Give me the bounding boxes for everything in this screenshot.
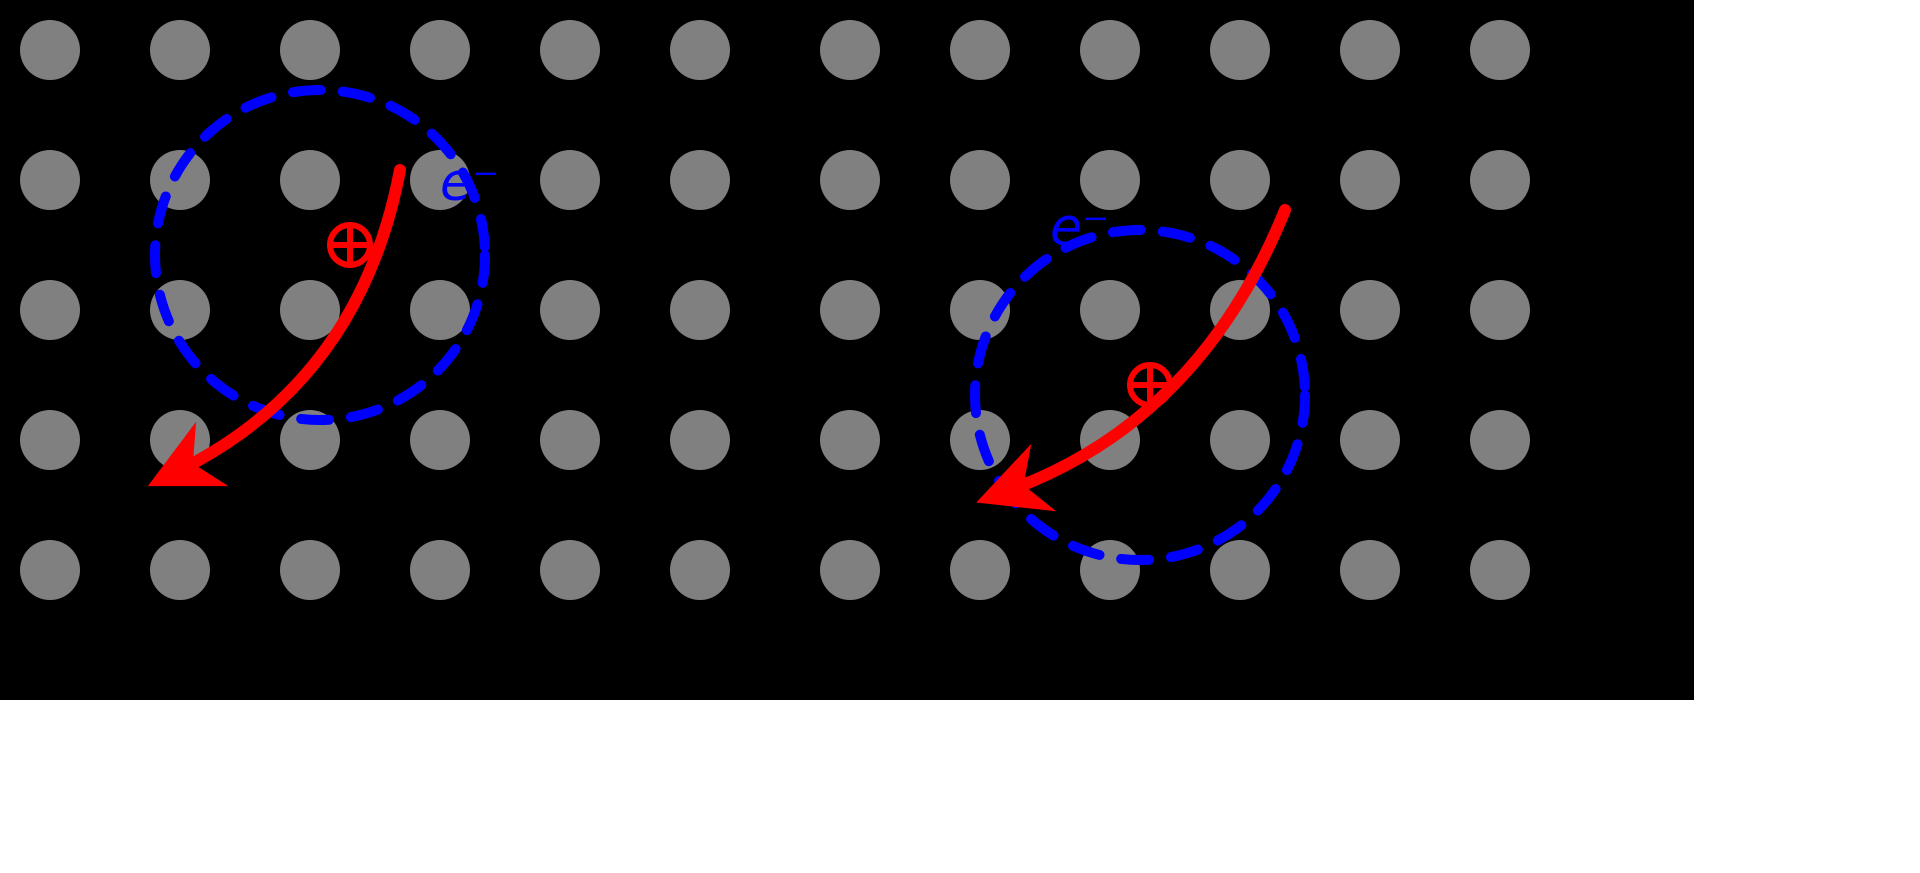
lattice-atom — [540, 150, 600, 210]
lattice-atom — [280, 20, 340, 80]
lattice-atom — [1210, 540, 1270, 600]
lattice-atom — [410, 20, 470, 80]
lattice-atom — [20, 150, 80, 210]
lattice-atom — [1340, 280, 1400, 340]
lattice-atom — [820, 410, 880, 470]
lattice-atom — [1080, 20, 1140, 80]
lattice-atom — [280, 150, 340, 210]
lattice-atom — [280, 540, 340, 600]
lattice-atom — [950, 20, 1010, 80]
polaron-diagram: e⁻ e⁻ — [0, 0, 1694, 700]
lattice-atom — [820, 20, 880, 80]
lattice-atom — [1340, 540, 1400, 600]
lattice-atom — [150, 20, 210, 80]
lattice-atom — [1470, 410, 1530, 470]
lattice-atom — [410, 540, 470, 600]
lattice-atom — [1340, 20, 1400, 80]
lattice-atom — [1470, 540, 1530, 600]
lattice-atom — [150, 280, 210, 340]
lattice-atom — [950, 150, 1010, 210]
lattice-atom — [670, 20, 730, 80]
lattice-atom — [1470, 20, 1530, 80]
lattice-atom — [1210, 20, 1270, 80]
lattice-atom — [820, 540, 880, 600]
lattice-atom — [950, 540, 1010, 600]
lattice-atom — [410, 280, 470, 340]
lattice-atom — [540, 20, 600, 80]
lattice-atom — [1470, 150, 1530, 210]
lattice-atom — [410, 410, 470, 470]
lattice-atom — [670, 150, 730, 210]
lattice-atom — [20, 20, 80, 80]
lattice-atom — [670, 280, 730, 340]
lattice-atom — [150, 540, 210, 600]
lattice-atom — [670, 540, 730, 600]
lattice-atom — [820, 280, 880, 340]
lattice-atom — [1080, 280, 1140, 340]
lattice-atom — [540, 540, 600, 600]
lattice-atom — [20, 280, 80, 340]
electron-label: e⁻ — [1050, 198, 1109, 258]
lattice-atom — [540, 410, 600, 470]
lattice-atom — [1210, 410, 1270, 470]
lattice-atom — [540, 280, 600, 340]
lattice-atom — [670, 410, 730, 470]
lattice-atom — [1340, 150, 1400, 210]
lattice-atom — [20, 410, 80, 470]
lattice-atom — [20, 540, 80, 600]
lattice-atom — [820, 150, 880, 210]
lattice-atom — [1340, 410, 1400, 470]
electron-label: e⁻ — [440, 153, 499, 213]
lattice-atom — [1210, 150, 1270, 210]
lattice-atom — [1470, 280, 1530, 340]
